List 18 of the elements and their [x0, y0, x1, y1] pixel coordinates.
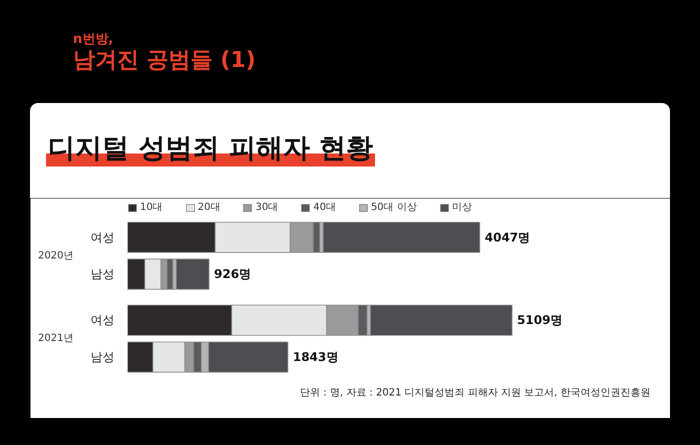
y-tick-label: 남성: [90, 350, 114, 364]
annotation: 4047명: [484, 230, 530, 244]
legend-label: 40대: [313, 201, 336, 214]
annotation: 5109명: [517, 313, 562, 328]
text: 2020년: [38, 250, 74, 262]
annotation: 926명: [214, 267, 252, 282]
legend-label: 30대: [255, 201, 278, 214]
legend-label: 50대 이상: [370, 201, 417, 214]
chart-title: n번방, 남겨진 공범들 (1): [73, 32, 256, 74]
legend-label: 20대: [198, 201, 220, 214]
legend-label: 미상: [452, 201, 472, 214]
legend-label: 10대: [140, 201, 163, 214]
text: 2021년: [38, 333, 74, 344]
annotation: 1843명: [292, 350, 338, 364]
y-tick-label: 여성: [90, 230, 114, 244]
y-tick-label: 여성: [90, 313, 114, 328]
y-tick-label: 남성: [90, 267, 114, 282]
text: 단위 : 명, 자료 : 2021 디지털성범죄 피해자 지원 보고서, 한국여성인권진흥원: [300, 388, 651, 398]
